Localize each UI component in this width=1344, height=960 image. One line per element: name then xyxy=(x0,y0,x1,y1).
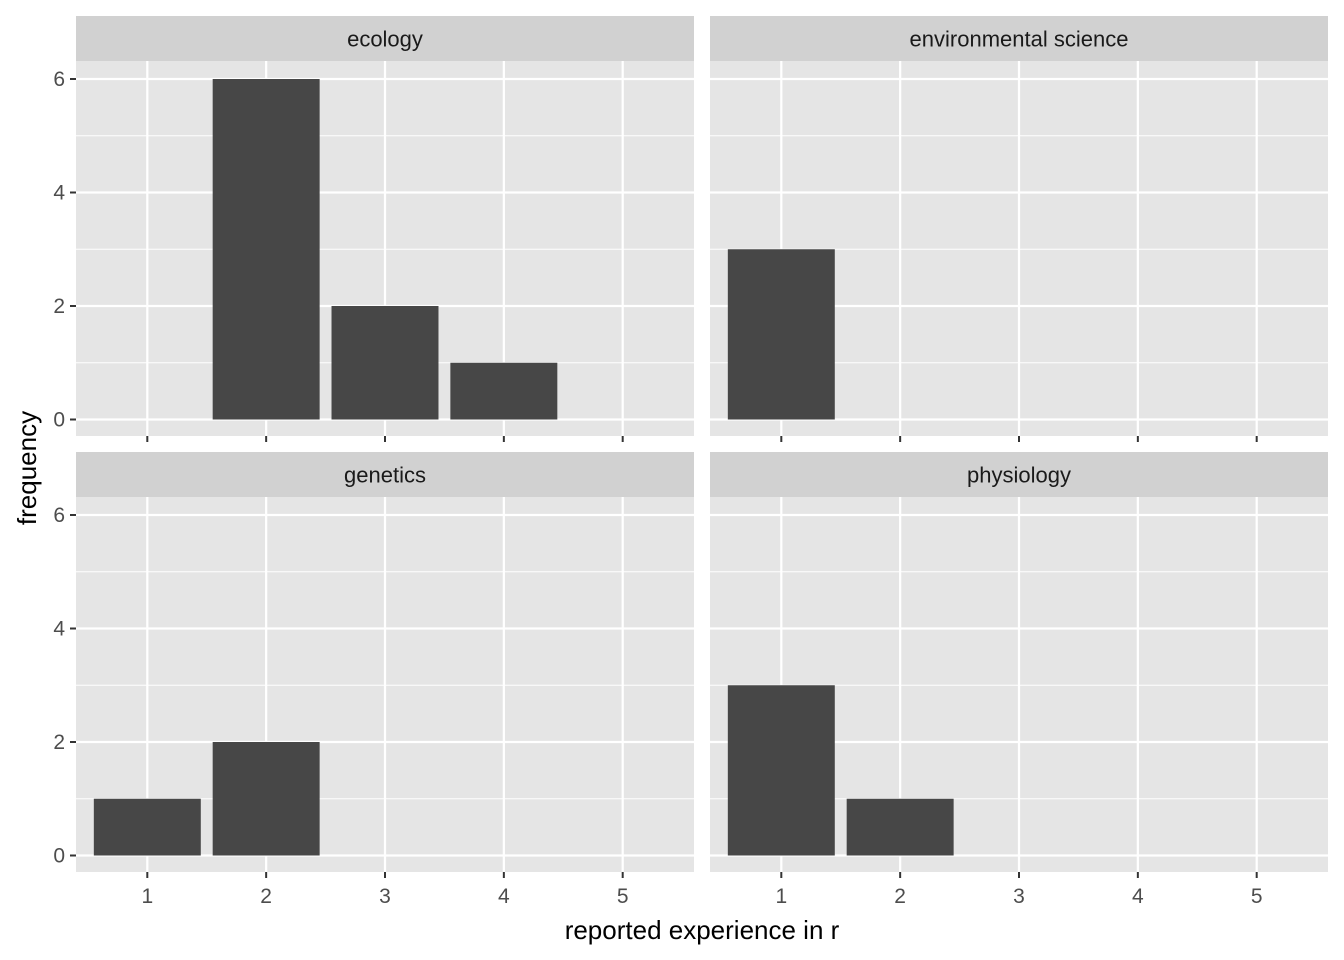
bar xyxy=(212,79,320,420)
facet-strip xyxy=(710,16,1328,61)
bar xyxy=(846,798,954,856)
x-tick-label: 3 xyxy=(1013,885,1025,908)
y-tick-label: 4 xyxy=(53,182,65,205)
facet-panel-genetics: genetics 0 2 4 6 1 2 3 4 5 xyxy=(53,452,694,908)
facet-panel-physiology: physiology 1 2 3 4 5 xyxy=(710,452,1328,908)
facet-panels: ecology 0 2 4 6 environmental science genetics… xyxy=(53,16,1328,908)
x-tick-label: 4 xyxy=(498,885,510,908)
y-tick-label: 0 xyxy=(53,845,65,868)
y-axis-title: frequency xyxy=(12,411,42,525)
bar xyxy=(727,685,835,856)
facet-panel-environmental-science: environmental science xyxy=(710,16,1328,442)
facet-strip xyxy=(76,16,694,61)
x-tick-label: 4 xyxy=(1132,885,1144,908)
bar xyxy=(331,306,439,420)
facet-strip-label: environmental science xyxy=(910,27,1129,52)
x-tick-label: 5 xyxy=(1251,885,1263,908)
facet-strip xyxy=(710,452,1328,497)
x-axis-title: reported experience in r xyxy=(565,915,840,945)
bar xyxy=(450,362,558,420)
x-tick-label: 1 xyxy=(775,885,787,908)
bar xyxy=(727,249,835,420)
x-tick-label: 5 xyxy=(617,885,629,908)
y-tick-label: 0 xyxy=(53,409,65,432)
facet-strip-label: physiology xyxy=(967,463,1071,488)
y-tick-label: 4 xyxy=(53,618,65,641)
bar xyxy=(93,798,201,856)
y-tick-label: 6 xyxy=(53,504,65,527)
y-tick-label: 2 xyxy=(53,295,65,318)
x-tick-label: 2 xyxy=(894,885,906,908)
y-tick-label: 2 xyxy=(53,731,65,754)
facet-strip-label: ecology xyxy=(347,27,423,52)
x-tick-label: 1 xyxy=(141,885,153,908)
bar xyxy=(212,742,320,856)
facet-panel-ecology: ecology 0 2 4 6 xyxy=(53,16,694,442)
x-tick-label: 2 xyxy=(260,885,272,908)
facet-strip xyxy=(76,452,694,497)
x-tick-label: 3 xyxy=(379,885,391,908)
facet-strip-label: genetics xyxy=(344,463,426,488)
y-tick-label: 6 xyxy=(53,68,65,91)
